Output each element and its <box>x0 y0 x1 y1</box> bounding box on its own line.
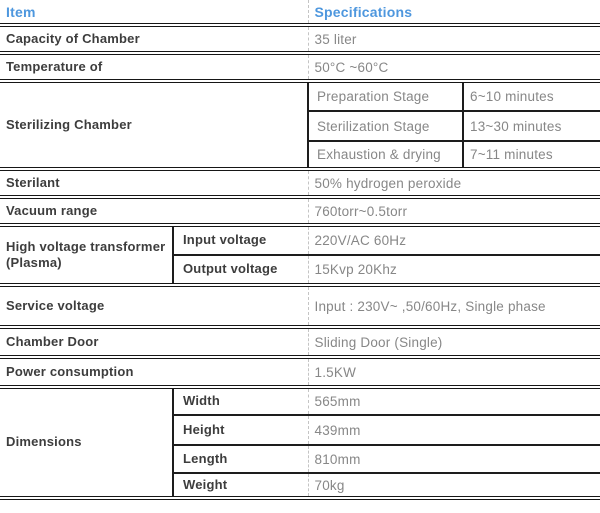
chamber-door-value: Sliding Door (Single) <box>307 327 600 357</box>
row-service-voltage: Service voltage Input : 230V~ ,50/60Hz, … <box>0 285 600 327</box>
row-chamber-door: Chamber Door Sliding Door (Single) <box>0 327 600 357</box>
dimension-width-label: Width <box>172 387 308 415</box>
dimension-weight-value: 70kg <box>307 473 600 498</box>
sterilant-label: Sterilant <box>6 174 60 190</box>
row-hv-output: Output voltage 15Kvp 20Khz <box>0 255 600 285</box>
temperature-label: Temperature of <box>6 58 103 74</box>
row-power-consumption: Power consumption 1.5KW <box>0 357 600 387</box>
hv-output-label: Output voltage <box>172 255 308 285</box>
service-voltage-label: Service voltage <box>6 297 105 313</box>
row-dimension-length: Length 810mm <box>0 445 600 473</box>
row-capacity: Capacity of Chamber 35 liter <box>0 25 600 53</box>
specifications-table: Item Specifications Capacity of Chamber … <box>0 0 600 498</box>
stage-preparation-value: 6~10 minutes <box>462 81 600 111</box>
table-header-row: Item Specifications <box>0 0 600 25</box>
dimension-length-value: 810mm <box>307 445 600 473</box>
stage-sterilization-value: 13~30 minutes <box>462 111 600 141</box>
row-sterilizing-stage-3: Exhaustion & drying 7~11 minutes <box>0 141 600 169</box>
vacuum-range-value: 760torr~0.5torr <box>307 197 600 225</box>
row-sterilant: Sterilant 50% hydrogen peroxide <box>0 169 600 197</box>
row-dimension-weight: Weight 70kg <box>0 473 600 498</box>
vacuum-range-label: Vacuum range <box>6 202 98 218</box>
column-header-item: Item <box>6 3 36 20</box>
row-dimension-width: Dimensions Width 565mm <box>0 387 600 449</box>
dimensions-label: Dimensions <box>6 434 82 450</box>
sterilant-value: 50% hydrogen peroxide <box>307 169 600 197</box>
stage-preparation-label: Preparation Stage <box>307 81 463 111</box>
chamber-door-label: Chamber Door <box>6 333 99 349</box>
column-header-specifications: Specifications <box>307 0 600 25</box>
service-voltage-value: Input : 230V~ ,50/60Hz, Single phase <box>307 285 600 327</box>
temperature-value: 50°C ~60°C <box>307 53 600 81</box>
row-sterilizing-stage-1: Sterilizing Chamber Preparation Stage 6~… <box>0 81 600 132</box>
capacity-value: 35 liter <box>307 25 600 53</box>
stage-exhaustion-value: 7~11 minutes <box>462 141 600 169</box>
dimension-height-value: 439mm <box>307 415 600 445</box>
hv-input-label: Input voltage <box>172 225 308 255</box>
dimension-height-label: Height <box>172 415 308 445</box>
row-sterilizing-stage-2: Sterilization Stage 13~30 minutes <box>0 111 600 141</box>
row-dimension-height: Height 439mm <box>0 415 600 445</box>
sterilizing-chamber-label: Sterilizing Chamber <box>6 116 132 132</box>
power-consumption-label: Power consumption <box>6 363 134 379</box>
row-vacuum-range: Vacuum range 760torr~0.5torr <box>0 197 600 225</box>
row-hv-input: High voltage transformer (Plasma) Input … <box>0 225 600 270</box>
stage-sterilization-label: Sterilization Stage <box>307 111 463 141</box>
stage-exhaustion-label: Exhaustion & drying <box>307 141 463 169</box>
hv-output-value: 15Kvp 20Khz <box>307 255 600 285</box>
dimension-weight-label: Weight <box>172 473 308 498</box>
power-consumption-value: 1.5KW <box>307 357 600 387</box>
hv-transformer-label: High voltage transformer (Plasma) <box>6 238 166 270</box>
row-temperature: Temperature of 50°C ~60°C <box>0 53 600 81</box>
capacity-label: Capacity of Chamber <box>6 30 140 46</box>
dimension-width-value: 565mm <box>307 387 600 415</box>
hv-input-value: 220V/AC 60Hz <box>307 225 600 255</box>
dimension-length-label: Length <box>172 445 308 473</box>
